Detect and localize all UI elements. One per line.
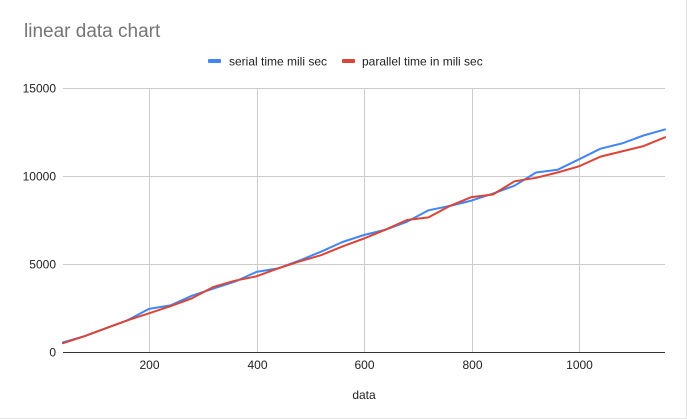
series-line-serial [62,128,666,344]
y-tick-label: 0 [49,346,56,360]
x-tick-label: 400 [247,358,267,372]
legend-item-parallel: parallel time in mili sec [342,55,483,69]
legend: serial time mili sec parallel time in mi… [208,55,483,69]
x-tick-label: 200 [139,358,159,372]
legend-swatch-serial [208,59,221,63]
chart-title: linear data chart [24,21,161,42]
x-tick-label: 600 [354,358,374,372]
x-tick-label: 800 [462,358,482,372]
legend-label-parallel: parallel time in mili sec [362,55,483,69]
legend-swatch-parallel [342,59,355,63]
tick-labels: 0 5000 10000 15000 200 400 600 800 1000 [23,82,594,373]
y-tick-label: 5000 [29,258,56,272]
legend-label-serial: serial time mili sec [229,55,327,69]
y-tick-label: 15000 [23,82,57,96]
series-lines [62,128,666,345]
series-line-parallel [62,136,666,345]
y-tick-label: 10000 [23,170,57,184]
gridlines [63,88,665,352]
x-axis-label: data [352,388,376,402]
x-tick-label: 1000 [566,358,593,372]
legend-item-serial: serial time mili sec [208,55,327,69]
